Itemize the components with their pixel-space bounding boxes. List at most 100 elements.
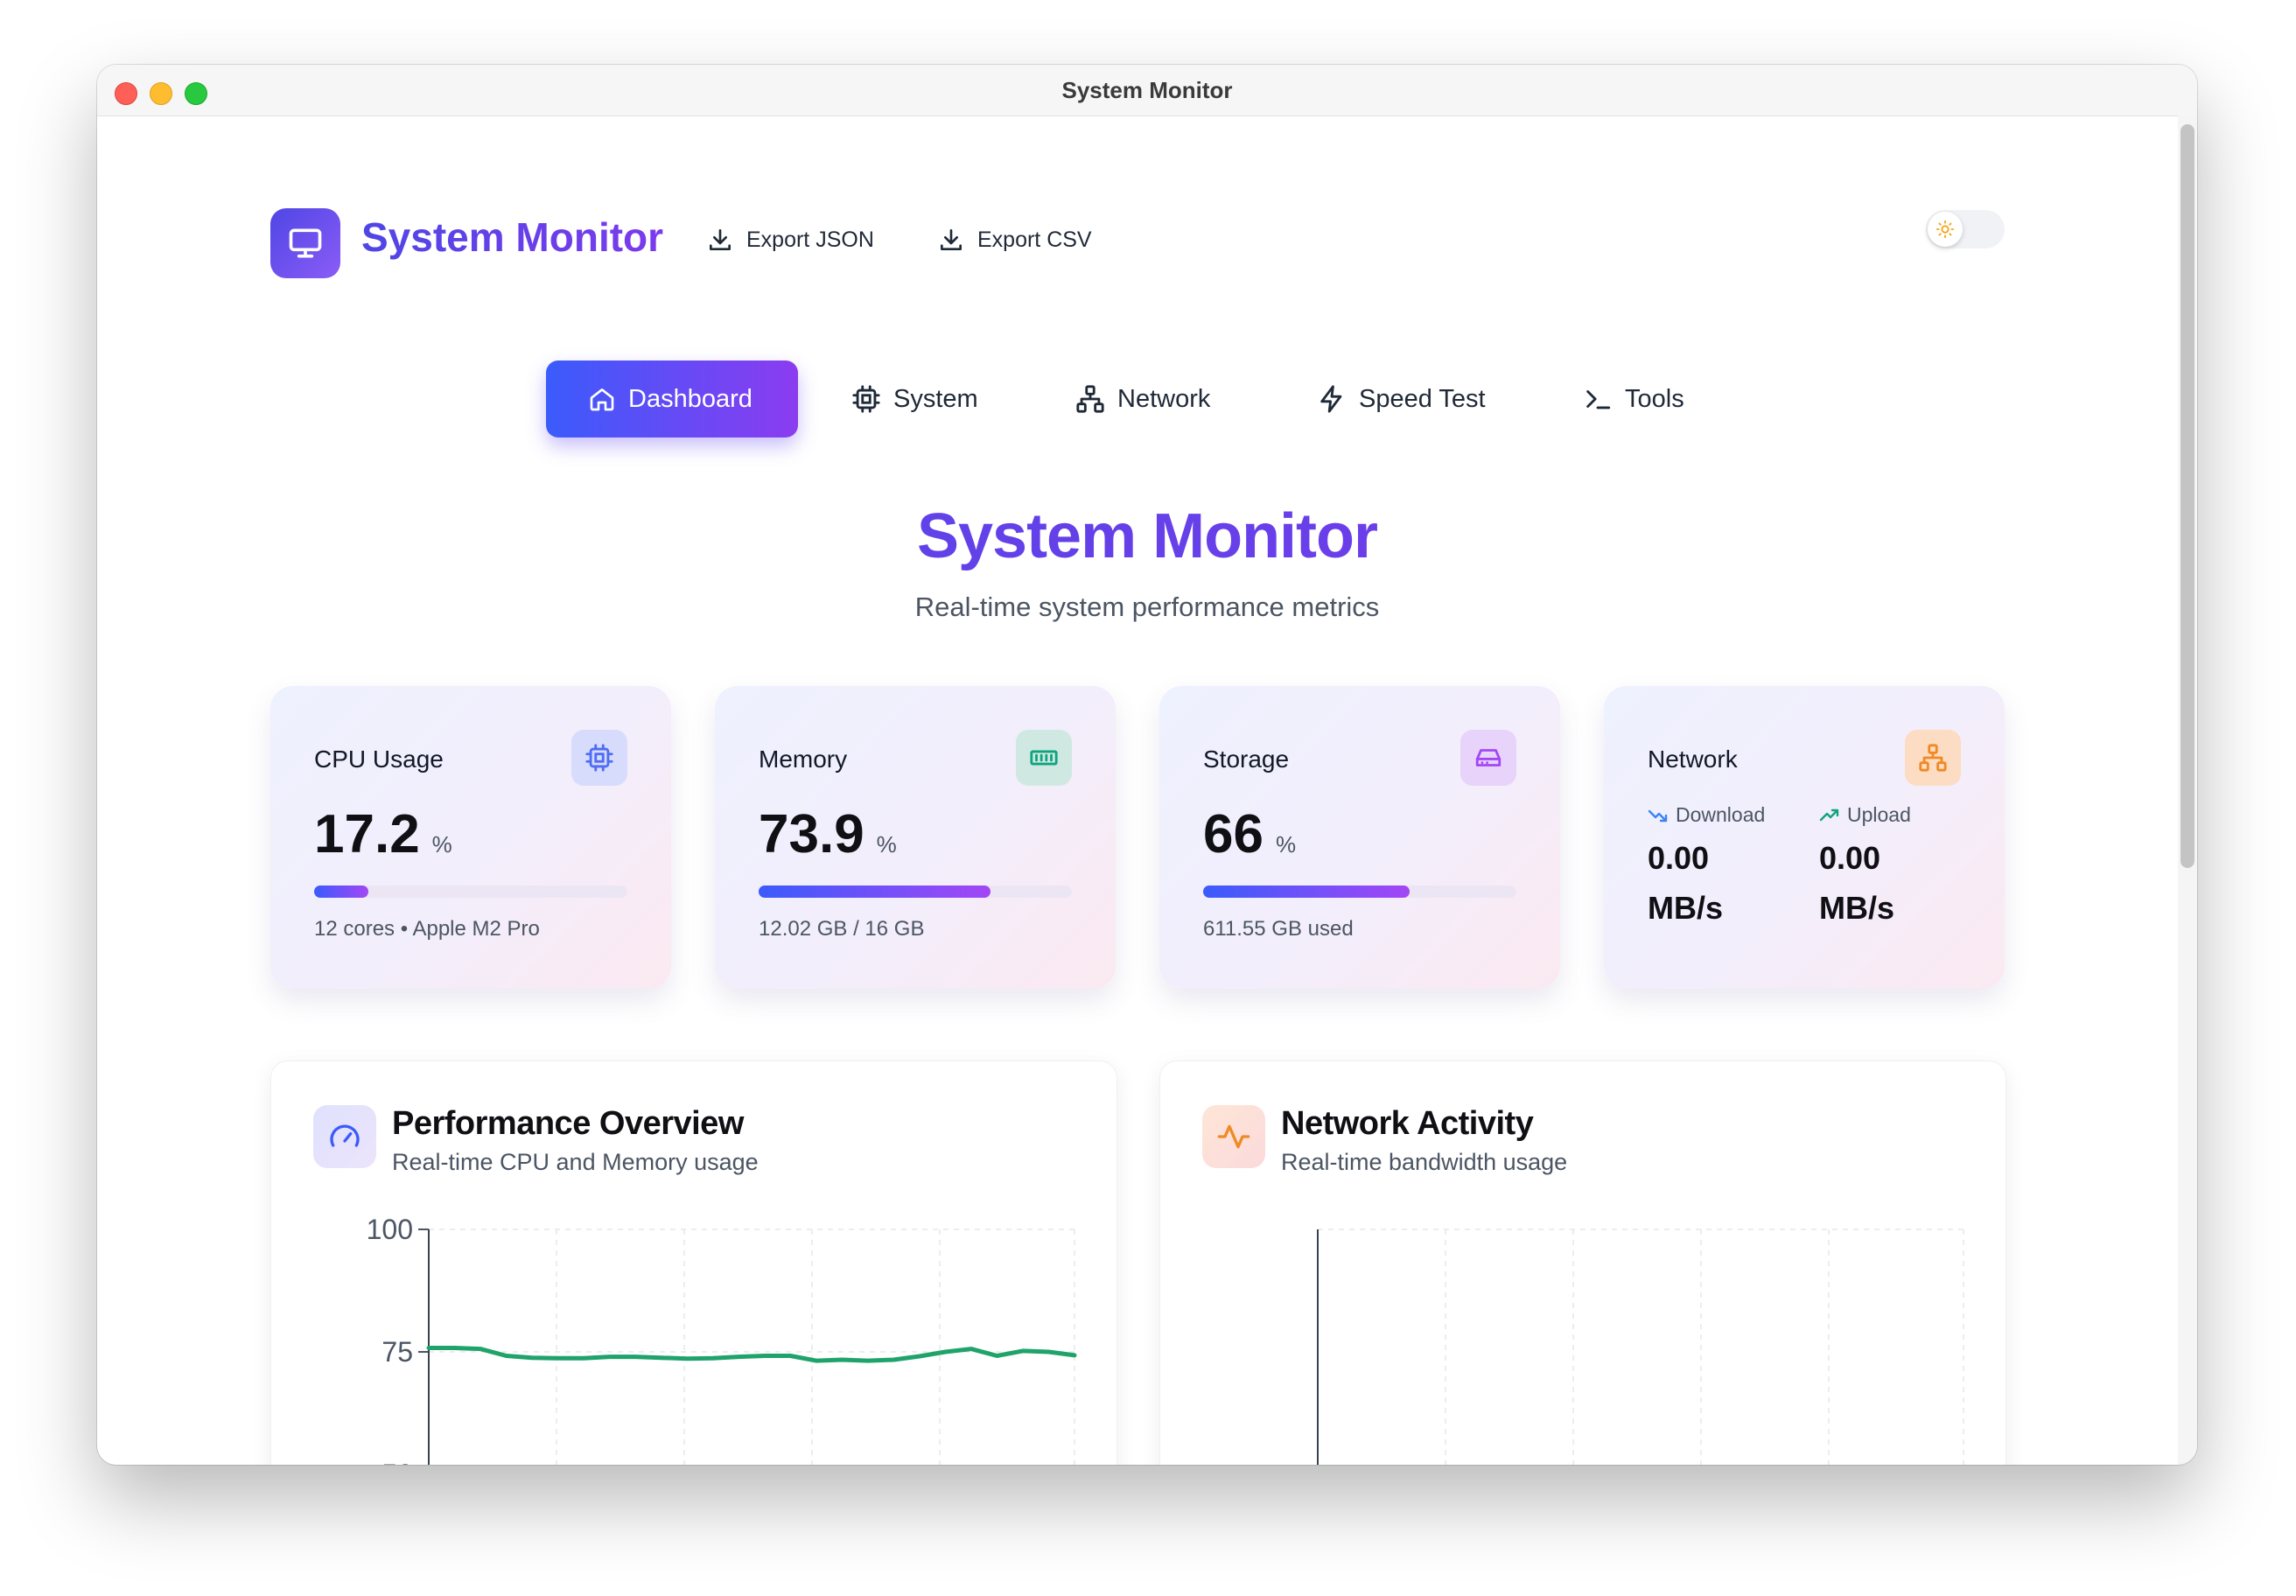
tab-network[interactable]: Network bbox=[1075, 360, 1210, 438]
network-card-icon-box bbox=[1905, 730, 1961, 786]
performance-panel-title: Performance Overview bbox=[392, 1105, 744, 1142]
sun-icon bbox=[1936, 220, 1955, 239]
page-title: System Monitor bbox=[97, 500, 2197, 572]
toggle-knob bbox=[1928, 212, 1963, 247]
memory-series-line bbox=[426, 1346, 1077, 1363]
main-content: System Monitor Export JSON Export CSV bbox=[97, 116, 2197, 1465]
download-icon bbox=[710, 229, 731, 250]
terminal-icon bbox=[1586, 390, 1611, 410]
performance-chart: 100 75 50 bbox=[367, 1214, 1077, 1465]
tab-system[interactable]: System bbox=[851, 360, 978, 438]
hard-drive-icon bbox=[1475, 749, 1502, 766]
network-activity-panel: Network Activity Real-time bandwidth usa… bbox=[1159, 1060, 2006, 1465]
upload-value-unit: MB/s bbox=[1819, 890, 1895, 926]
tab-tools-label: Tools bbox=[1625, 384, 1684, 413]
activity-icon bbox=[1217, 1124, 1250, 1149]
y-tick-label: 100 bbox=[367, 1214, 413, 1245]
network-icon bbox=[1076, 385, 1104, 413]
network-panel-subtitle: Real-time bandwidth usage bbox=[1281, 1149, 1568, 1175]
memory-progress-fill bbox=[759, 886, 990, 898]
memory-usage-value: 73.9% bbox=[759, 803, 897, 865]
close-window-button[interactable] bbox=[115, 82, 137, 105]
tab-network-label: Network bbox=[1117, 384, 1211, 413]
storage-value-unit: % bbox=[1275, 831, 1297, 858]
maximize-window-button[interactable] bbox=[185, 82, 207, 105]
cpu-usage-value: 17.2% bbox=[314, 803, 452, 865]
memory-card-icon-box bbox=[1016, 730, 1072, 786]
memory-value-number: 73.9 bbox=[759, 804, 864, 864]
download-value: 0.00 MB/s bbox=[1648, 833, 1796, 933]
cpu-value-unit: % bbox=[431, 831, 452, 858]
cpu-icon bbox=[852, 385, 880, 413]
performance-panel-subtitle: Real-time CPU and Memory usage bbox=[392, 1149, 759, 1175]
upload-label-text: Upload bbox=[1847, 803, 1911, 826]
network-icon bbox=[1919, 744, 1947, 772]
app-window: System Monitor System Monitor Export JSO… bbox=[97, 65, 2197, 1465]
upload-label: Upload bbox=[1819, 803, 1911, 827]
scrollbar[interactable] bbox=[2178, 116, 2197, 1465]
cpu-progress-bar bbox=[314, 886, 627, 898]
trending-down-icon bbox=[1648, 809, 1668, 822]
gauge-icon bbox=[330, 1124, 360, 1147]
brand-title[interactable]: System Monitor bbox=[361, 214, 664, 260]
memory-chip-icon bbox=[1030, 750, 1058, 766]
storage-card[interactable]: Storage 66% 611.55 GB used bbox=[1159, 686, 1560, 989]
minimize-window-button[interactable] bbox=[150, 82, 172, 105]
lightning-icon bbox=[1320, 385, 1342, 413]
home-icon bbox=[590, 388, 614, 411]
theme-toggle[interactable] bbox=[1926, 210, 2005, 248]
storage-card-title: Storage bbox=[1203, 746, 1290, 773]
tab-dashboard-label: Dashboard bbox=[628, 384, 752, 413]
app-logo[interactable] bbox=[270, 208, 340, 278]
download-label: Download bbox=[1648, 803, 1765, 827]
upload-value-number: 0.00 bbox=[1819, 840, 1881, 876]
export-json-button[interactable]: Export JSON bbox=[706, 222, 874, 257]
download-icon bbox=[941, 229, 962, 250]
memory-card-title: Memory bbox=[759, 746, 848, 773]
download-value-unit: MB/s bbox=[1648, 890, 1724, 926]
network-panel-title: Network Activity bbox=[1281, 1105, 1534, 1142]
cpu-value-number: 17.2 bbox=[314, 804, 420, 864]
window-title: System Monitor bbox=[1061, 77, 1233, 103]
performance-overview-panel: Performance Overview Real-time CPU and M… bbox=[270, 1060, 1117, 1465]
y-tick-label: 75 bbox=[382, 1336, 413, 1368]
tab-speed-test[interactable]: Speed Test bbox=[1317, 360, 1486, 438]
trending-up-icon bbox=[1819, 808, 1839, 821]
memory-card[interactable]: Memory 73.9% 12.02 GB / 16 GB bbox=[715, 686, 1116, 989]
storage-card-footer: 611.55 GB used bbox=[1203, 917, 1354, 941]
storage-progress-bar bbox=[1203, 886, 1516, 898]
storage-usage-value: 66% bbox=[1203, 803, 1296, 865]
tab-speed-test-label: Speed Test bbox=[1359, 384, 1486, 413]
cpu-card-title: CPU Usage bbox=[314, 746, 444, 773]
download-value-number: 0.00 bbox=[1648, 840, 1710, 876]
download-label-text: Download bbox=[1676, 803, 1766, 826]
tab-dashboard[interactable]: Dashboard bbox=[546, 360, 798, 438]
cpu-usage-card[interactable]: CPU Usage 17.2% 12 cores • Apple M2 Pro bbox=[270, 686, 671, 989]
network-activity-icon-box bbox=[1202, 1105, 1265, 1168]
cpu-progress-fill bbox=[314, 886, 368, 898]
cpu-icon bbox=[585, 744, 613, 772]
tab-system-label: System bbox=[893, 384, 978, 413]
performance-icon-box bbox=[313, 1105, 376, 1168]
export-json-label: Export JSON bbox=[746, 227, 874, 252]
y-tick-label: 50 bbox=[382, 1459, 413, 1465]
cpu-card-icon-box bbox=[571, 730, 627, 786]
cpu-card-footer: 12 cores • Apple M2 Pro bbox=[314, 917, 540, 941]
export-csv-label: Export CSV bbox=[977, 227, 1092, 252]
network-card-title: Network bbox=[1648, 746, 1738, 773]
memory-value-unit: % bbox=[876, 831, 897, 858]
tab-tools[interactable]: Tools bbox=[1583, 360, 1684, 438]
monitor-icon bbox=[289, 228, 322, 258]
upload-value: 0.00 MB/s bbox=[1819, 833, 1968, 933]
memory-progress-bar bbox=[759, 886, 1072, 898]
storage-card-icon-box bbox=[1460, 730, 1516, 786]
title-bar: System Monitor bbox=[97, 65, 2197, 116]
storage-value-number: 66 bbox=[1203, 804, 1264, 864]
network-card[interactable]: Network Download 0.00 MB/s bbox=[1604, 686, 2005, 989]
page-subtitle: Real-time system performance metrics bbox=[914, 592, 1380, 622]
memory-card-footer: 12.02 GB / 16 GB bbox=[759, 917, 925, 941]
network-activity-chart bbox=[1317, 1228, 1964, 1465]
scrollbar-thumb[interactable] bbox=[2180, 124, 2194, 868]
storage-progress-fill bbox=[1203, 886, 1410, 898]
export-csv-button[interactable]: Export CSV bbox=[937, 222, 1092, 257]
